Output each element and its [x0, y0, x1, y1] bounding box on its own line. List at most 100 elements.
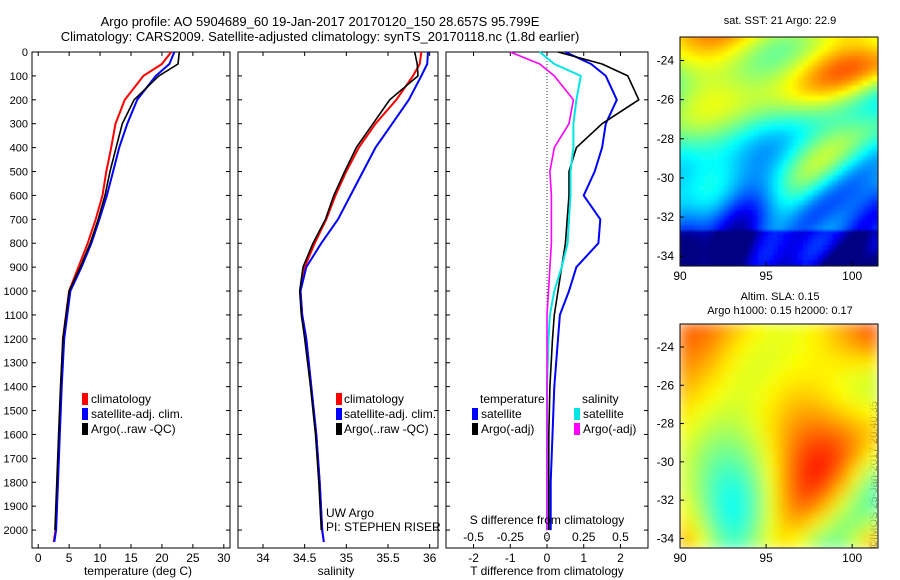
map-cell [792, 120, 800, 128]
map-cell [773, 55, 780, 63]
map-cell [733, 125, 741, 133]
map-cell [806, 435, 823, 453]
map-cell [837, 160, 845, 168]
map-cell [693, 195, 701, 203]
map-cell [713, 130, 721, 138]
map-cell [872, 185, 878, 193]
map-cell [857, 65, 865, 73]
map-cell [862, 50, 870, 58]
map-cell [817, 185, 825, 193]
map-cell [684, 215, 691, 223]
map-cell [837, 65, 845, 73]
map-cell [852, 150, 860, 158]
map-cell [778, 155, 785, 163]
map-cell [703, 200, 711, 208]
map-cell [680, 195, 686, 203]
map-cell [763, 250, 771, 258]
map-cell [698, 215, 706, 223]
map-cell [703, 190, 711, 198]
map-cell [684, 41, 691, 48]
map-cell [680, 50, 686, 58]
map-cell [768, 175, 776, 183]
map-cell [743, 190, 751, 198]
map-cell [812, 225, 820, 233]
map-cell [857, 90, 865, 98]
map-cell [703, 100, 711, 108]
map-cell [738, 145, 746, 153]
map-cell [753, 185, 761, 193]
map-cell [688, 195, 696, 203]
map-cell [728, 155, 736, 163]
map-cell [817, 46, 825, 53]
map-cell [693, 37, 701, 43]
map-cell [688, 80, 696, 88]
map-cell [797, 240, 805, 248]
y-tick-label: 1200 [4, 334, 28, 346]
map-cell [703, 135, 711, 143]
map-cell [778, 41, 785, 48]
map-cell [698, 37, 706, 43]
map-cell [842, 160, 850, 168]
map-cell [852, 205, 860, 213]
map-cell [763, 235, 771, 243]
map-cell [733, 200, 741, 208]
legend-swatch-s-satellite [574, 408, 580, 420]
map-cell [733, 55, 741, 63]
map-cell [857, 80, 865, 88]
map-cell [768, 155, 776, 163]
map-cell [753, 170, 761, 178]
map-cell [748, 150, 756, 158]
map-cell [723, 240, 731, 248]
map-cell [817, 255, 825, 262]
map-cell [842, 130, 850, 138]
map-cell [713, 170, 721, 178]
map-cell [862, 180, 870, 188]
map-cell [718, 70, 726, 78]
map-cell [763, 499, 780, 517]
map-cell [718, 235, 726, 243]
map-cell [698, 75, 706, 83]
x-tick-label: 5 [66, 551, 73, 565]
map-cell [783, 250, 790, 258]
map-cell [708, 260, 716, 266]
map-cell [832, 90, 840, 98]
map-cell [680, 419, 696, 437]
map-cell [758, 185, 766, 193]
map-cell [721, 515, 738, 533]
map-cell [703, 70, 711, 78]
map-cell [758, 240, 766, 248]
map-cell [842, 230, 850, 238]
map-cell [778, 120, 785, 128]
map-cell [807, 105, 815, 113]
map-cell [743, 150, 751, 158]
map-cell [847, 185, 855, 193]
map-cell [792, 80, 800, 88]
map-cell [743, 240, 751, 248]
map-cell [698, 190, 706, 198]
map-cell [693, 95, 701, 103]
map-cell [857, 245, 865, 253]
map-cell [743, 235, 751, 243]
map-cell [797, 170, 805, 178]
map-cell [693, 90, 701, 98]
map-cell [837, 130, 845, 138]
map-cell [728, 165, 736, 173]
map-cell [848, 339, 865, 357]
map-cell [707, 339, 724, 357]
map-cell [763, 200, 771, 208]
map-cell [713, 46, 721, 53]
map-cell [783, 130, 790, 138]
map-cell [797, 100, 805, 108]
map-cell [848, 355, 865, 373]
map-cell [827, 41, 835, 48]
map-cell [827, 135, 835, 143]
map-cell [684, 230, 691, 238]
y-tick-label: 0 [22, 47, 28, 59]
map-cell [827, 65, 835, 73]
map-cell [728, 210, 736, 218]
map-cell [688, 41, 696, 48]
map-cell [713, 85, 721, 93]
map-cell [684, 220, 691, 228]
map-cell [758, 80, 766, 88]
map-cell [806, 467, 823, 485]
